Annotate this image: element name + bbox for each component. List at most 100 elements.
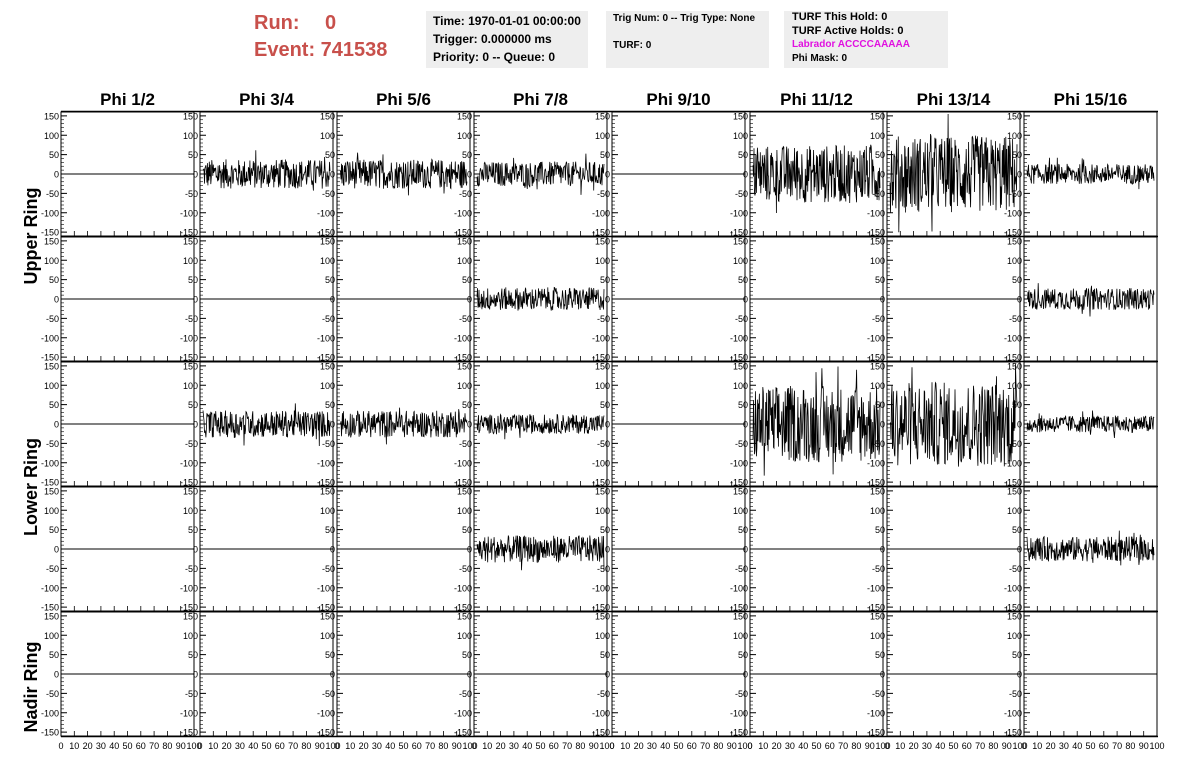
y-tick-label: 150 bbox=[457, 361, 472, 371]
x-tick-label: 10 bbox=[208, 741, 218, 751]
y-tick-label: 50 bbox=[738, 650, 748, 660]
y-tick-label: 0 bbox=[467, 545, 472, 555]
y-tick-label: -100 bbox=[730, 333, 748, 343]
y-tick-label: -100 bbox=[454, 208, 472, 218]
y-tick-label: -50 bbox=[459, 689, 472, 699]
x-tick-label: 100 bbox=[875, 741, 890, 751]
y-tick-label: -100 bbox=[867, 333, 885, 343]
x-tick-label: 100 bbox=[599, 741, 614, 751]
y-tick-label: 150 bbox=[320, 236, 335, 246]
y-tick-label: 50 bbox=[325, 275, 335, 285]
y-tick-label: 150 bbox=[595, 611, 610, 621]
y-tick-label: -50 bbox=[597, 439, 610, 449]
y-tick-label: 150 bbox=[183, 361, 198, 371]
waveform-trace bbox=[202, 150, 331, 191]
y-tick-label: -150 bbox=[180, 478, 198, 488]
y-tick-label: 100 bbox=[733, 506, 748, 516]
x-tick-label: 20 bbox=[222, 741, 232, 751]
x-tick-label: 20 bbox=[359, 741, 369, 751]
y-tick-label: -50 bbox=[1009, 189, 1022, 199]
y-tick-label: 50 bbox=[738, 400, 748, 410]
y-tick-label: -50 bbox=[322, 689, 335, 699]
y-tick-label: -50 bbox=[322, 189, 335, 199]
y-tick-label: 50 bbox=[462, 650, 472, 660]
x-tick-label: 0 bbox=[197, 741, 202, 751]
x-tick-label: 10 bbox=[895, 741, 905, 751]
y-tick-label: 150 bbox=[44, 486, 59, 496]
y-tick-label: -150 bbox=[1004, 603, 1022, 613]
x-tick-label: 10 bbox=[758, 741, 768, 751]
y-tick-label: 0 bbox=[880, 420, 885, 430]
y-tick-label: -150 bbox=[592, 603, 610, 613]
y-tick-label: 100 bbox=[595, 381, 610, 391]
y-tick-label: 100 bbox=[870, 131, 885, 141]
y-tick-label: -100 bbox=[592, 208, 610, 218]
x-tick-label: 50 bbox=[673, 741, 683, 751]
y-tick-label: 150 bbox=[44, 611, 59, 621]
y-tick-label: -150 bbox=[41, 603, 59, 613]
y-tick-label: 150 bbox=[733, 361, 748, 371]
y-tick-label: 100 bbox=[457, 506, 472, 516]
y-tick-label: -150 bbox=[730, 728, 748, 738]
y-tick-label: 100 bbox=[733, 631, 748, 641]
y-tick-label: -50 bbox=[322, 439, 335, 449]
y-tick-label: 150 bbox=[870, 611, 885, 621]
y-tick-label: 150 bbox=[320, 111, 335, 121]
y-tick-label: -150 bbox=[592, 478, 610, 488]
waveform-trace bbox=[752, 366, 881, 476]
x-tick-label: 80 bbox=[851, 741, 861, 751]
y-tick-label: -100 bbox=[867, 208, 885, 218]
y-tick-label: -150 bbox=[730, 478, 748, 488]
y-tick-label: 150 bbox=[44, 236, 59, 246]
y-tick-label: -100 bbox=[41, 458, 59, 468]
y-tick-label: 0 bbox=[605, 670, 610, 680]
waveform-trace bbox=[752, 144, 881, 214]
x-tick-label: 30 bbox=[1059, 741, 1069, 751]
waveform-trace bbox=[476, 413, 605, 440]
y-tick-label: -50 bbox=[597, 189, 610, 199]
x-tick-label: 100 bbox=[186, 741, 201, 751]
y-tick-label: -150 bbox=[41, 478, 59, 488]
priority-text: Priority: 0 -- Queue: 0 bbox=[433, 50, 556, 64]
x-tick-label: 60 bbox=[412, 741, 422, 751]
x-tick-label: 70 bbox=[425, 741, 435, 751]
y-tick-label: -50 bbox=[46, 439, 59, 449]
x-tick-label: 0 bbox=[334, 741, 339, 751]
x-tick-label: 50 bbox=[1085, 741, 1095, 751]
y-tick-label: -50 bbox=[872, 314, 885, 324]
y-tick-label: 100 bbox=[183, 506, 198, 516]
y-tick-label: 50 bbox=[600, 275, 610, 285]
y-tick-label: 100 bbox=[870, 631, 885, 641]
y-tick-label: 0 bbox=[1017, 420, 1022, 430]
y-tick-label: 150 bbox=[320, 611, 335, 621]
y-tick-label: 150 bbox=[870, 111, 885, 121]
y-tick-label: 50 bbox=[1012, 275, 1022, 285]
y-tick-label: 50 bbox=[738, 525, 748, 535]
y-tick-label: -100 bbox=[180, 208, 198, 218]
y-tick-label: -150 bbox=[317, 478, 335, 488]
y-tick-label: 100 bbox=[457, 256, 472, 266]
y-tick-label: -50 bbox=[872, 189, 885, 199]
x-tick-label: 50 bbox=[398, 741, 408, 751]
x-tick-label: 0 bbox=[1021, 741, 1026, 751]
y-tick-label: 50 bbox=[1012, 650, 1022, 660]
waveform-trace bbox=[339, 407, 468, 445]
y-tick-label: 50 bbox=[49, 275, 59, 285]
y-tick-label: 100 bbox=[595, 131, 610, 141]
y-tick-label: 0 bbox=[1017, 670, 1022, 680]
y-tick-label: 50 bbox=[738, 150, 748, 160]
x-tick-label: 50 bbox=[122, 741, 132, 751]
x-tick-label: 50 bbox=[811, 741, 821, 751]
y-tick-label: -100 bbox=[41, 708, 59, 718]
y-tick-label: 150 bbox=[595, 236, 610, 246]
y-tick-label: 0 bbox=[880, 670, 885, 680]
y-tick-label: 50 bbox=[325, 150, 335, 160]
waveform-trace bbox=[1026, 157, 1155, 190]
y-tick-label: 150 bbox=[457, 236, 472, 246]
y-tick-label: -150 bbox=[454, 728, 472, 738]
y-tick-label: 0 bbox=[743, 295, 748, 305]
y-tick-label: 0 bbox=[467, 170, 472, 180]
y-tick-label: 150 bbox=[733, 611, 748, 621]
x-tick-label: 30 bbox=[785, 741, 795, 751]
y-tick-label: -50 bbox=[872, 564, 885, 574]
